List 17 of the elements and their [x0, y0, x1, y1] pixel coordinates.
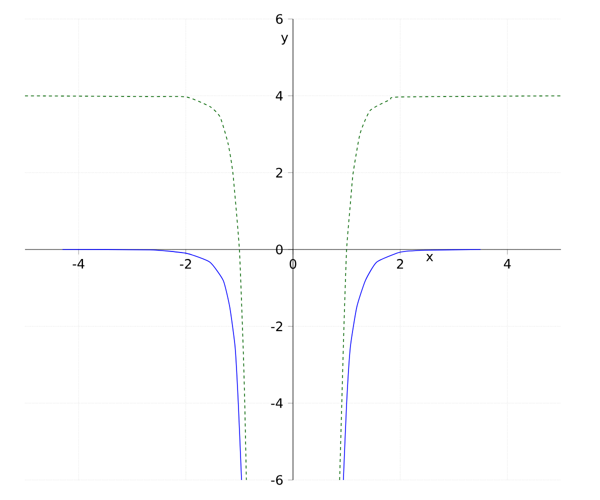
x-axis-title: x [426, 254, 434, 262]
x-tick-label: -2 [180, 259, 191, 269]
y-tick-label: -4 [271, 398, 283, 408]
y-tick-label: 6 [276, 14, 283, 24]
y-tick-label: 0 [276, 244, 283, 254]
x-tick-label: 2 [397, 259, 404, 269]
y-axis-title: y [281, 34, 288, 45]
line-series [339, 95, 561, 480]
y-tick-label: 4 [276, 91, 283, 101]
y-tick-label: 2 [276, 168, 282, 178]
line-series [342, 249, 481, 480]
x-tick-label: -4 [72, 259, 84, 268]
y-tick-label: -6 [271, 475, 283, 485]
x-tick-label: 4 [504, 259, 511, 268]
line-series [62, 249, 242, 480]
y-tick-label: -2 [271, 322, 282, 332]
line-series [25, 95, 247, 480]
